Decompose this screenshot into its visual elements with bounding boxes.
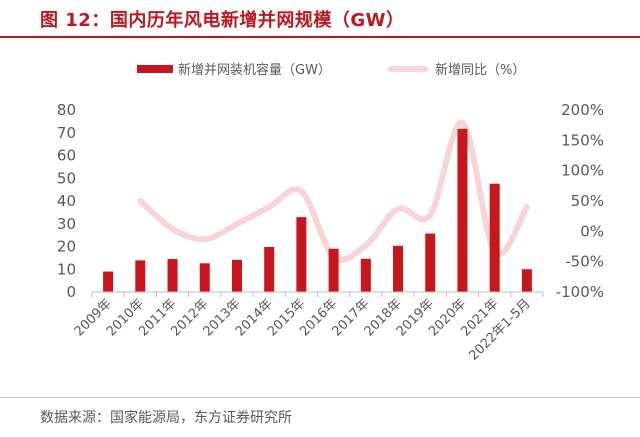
left-axis-tick-label: 40	[57, 192, 76, 210]
right-axis-tick-label: 150%	[561, 131, 604, 149]
right-axis-tick-label: 50%	[571, 192, 604, 210]
capacity-bar	[521, 269, 532, 292]
right-axis-tick-label: 0%	[580, 222, 604, 240]
left-axis-tick-label: 50	[57, 169, 76, 187]
capacity-bar	[296, 217, 307, 292]
footer-divider	[0, 397, 640, 398]
legend-label-bar: 新增并网装机容量（GW）	[178, 62, 331, 78]
left-axis: 0 10 20 30 40 50 60 70 80	[57, 101, 76, 301]
left-axis-tick-label: 0	[66, 283, 76, 301]
capacity-bar	[360, 258, 371, 292]
right-axis-tick-label: 100%	[561, 162, 604, 180]
legend-label-line: 新增同比（%）	[435, 62, 525, 78]
combo-chart: 新增并网装机容量（GW） 新增同比（%） 0 10 20 30 40 50 60 70 80 -…	[57, 62, 604, 364]
x-axis: 2009年2010年2011年2012年2013年2014年2015年2016年…	[72, 292, 544, 364]
capacity-bar	[264, 246, 275, 292]
capacity-bar	[425, 233, 436, 292]
capacity-bar	[393, 245, 404, 292]
legend-swatch-line	[388, 66, 428, 72]
left-axis-tick-label: 80	[57, 101, 76, 119]
bar-layer	[103, 128, 532, 292]
left-axis-tick-label: 60	[57, 147, 76, 165]
capacity-bar	[231, 259, 242, 292]
capacity-bar	[167, 259, 178, 292]
right-axis: -100% -50% 0% 50% 100% 150% 200%	[556, 101, 604, 301]
capacity-bar	[457, 128, 468, 292]
left-axis-tick-label: 30	[57, 215, 76, 233]
source-note: 数据来源：国家能源局，东方证券研究所	[40, 410, 292, 426]
legend-swatch-bar	[137, 65, 173, 73]
capacity-bar	[328, 248, 339, 292]
left-axis-tick-label: 10	[57, 260, 76, 278]
right-axis-tick-label: -100%	[556, 283, 604, 301]
right-axis-tick-label: 200%	[561, 101, 604, 119]
left-axis-tick-label: 20	[57, 238, 76, 256]
left-axis-tick-label: 70	[57, 124, 76, 142]
chart-title: 图 12：国内历年风电新增并网规模（GW）	[40, 10, 405, 31]
legend: 新增并网装机容量（GW） 新增同比（%）	[137, 62, 525, 78]
capacity-bar	[135, 260, 146, 292]
yoy-growth-line	[137, 119, 530, 263]
capacity-bar	[103, 271, 114, 292]
capacity-bar	[199, 263, 210, 292]
yoy-line-layer	[137, 119, 530, 263]
right-axis-tick-label: -50%	[565, 253, 604, 271]
title-divider	[0, 36, 640, 38]
capacity-bar	[489, 183, 500, 292]
